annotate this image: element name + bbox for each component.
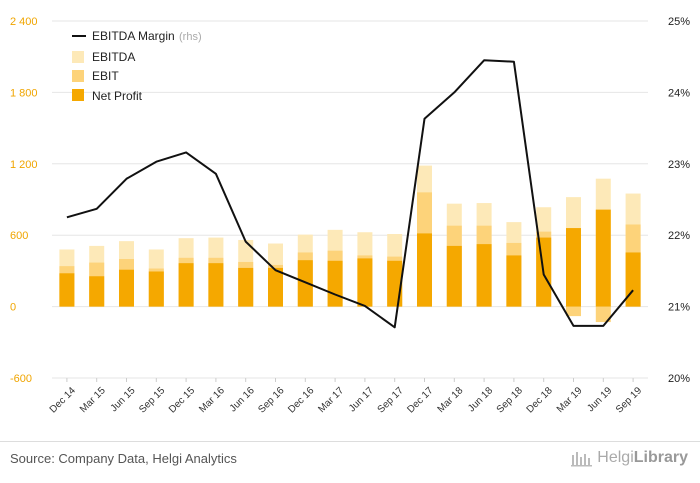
y-axis-right: 20% 21% 22% 23% 24% 25% bbox=[668, 16, 690, 385]
legend-label-ebitda-margin: EBITDA Margin bbox=[92, 29, 175, 43]
bar-net-profit bbox=[446, 245, 462, 307]
y-axis-left: -600 0 600 1 200 1 800 2 400 bbox=[10, 16, 38, 385]
y-right-tick-label: 21% bbox=[668, 302, 690, 314]
y-left-tick-label: 0 bbox=[10, 302, 16, 314]
y-left-tick-label: -600 bbox=[10, 373, 32, 385]
source-note: Source: Company Data, Helgi Analytics bbox=[10, 451, 237, 466]
legend: EBITDA Margin (rhs) EBITDA EBIT Net Prof… bbox=[72, 29, 202, 103]
bar-net-profit bbox=[327, 260, 343, 307]
x-tick-label: Jun 18 bbox=[466, 385, 495, 414]
legend-label-ebitda: EBITDA bbox=[92, 50, 135, 64]
bar-net-profit bbox=[566, 228, 581, 307]
x-tick-label: Sep 18 bbox=[495, 385, 525, 415]
bars bbox=[59, 165, 641, 323]
footer-divider bbox=[0, 441, 700, 442]
logo-text-light: Helgi bbox=[597, 449, 634, 466]
bar-net-profit bbox=[208, 263, 224, 307]
x-tick-label: Dec 18 bbox=[525, 385, 555, 415]
legend-label-rhs: (rhs) bbox=[179, 31, 202, 43]
x-tick-label: Jun 19 bbox=[585, 385, 614, 414]
y-right-tick-label: 22% bbox=[668, 230, 690, 242]
x-tick-label: Mar 19 bbox=[555, 385, 585, 415]
x-tick-label: Jun 15 bbox=[109, 385, 138, 414]
margin-line bbox=[66, 59, 634, 329]
x-tick-label: Mar 18 bbox=[436, 385, 466, 415]
helgi-library-logo: Helgi Library bbox=[571, 449, 688, 467]
bar-net-profit bbox=[476, 244, 492, 307]
bar-net-profit bbox=[238, 267, 254, 307]
library-icon bbox=[571, 452, 593, 467]
bar-net-profit bbox=[148, 271, 164, 307]
x-tick-label: Sep 16 bbox=[256, 385, 286, 415]
bar-net-profit bbox=[178, 263, 194, 307]
bar-net-profit bbox=[506, 255, 522, 307]
y-right-tick-label: 23% bbox=[668, 159, 690, 171]
bar-ebit bbox=[595, 306, 611, 323]
y-left-tick-label: 2 400 bbox=[10, 16, 38, 28]
x-tick-label: Sep 15 bbox=[137, 385, 167, 415]
bar-net-profit bbox=[297, 260, 313, 307]
x-tick-label: Dec 14 bbox=[48, 385, 78, 415]
bar-net-profit bbox=[119, 269, 134, 307]
bar-net-profit bbox=[595, 209, 611, 307]
x-tick-label: Jun 16 bbox=[228, 385, 257, 414]
x-tick-label: Sep 19 bbox=[614, 385, 644, 415]
bar-net-profit bbox=[89, 276, 105, 307]
bar-net-profit bbox=[417, 233, 432, 307]
bar-net-profit bbox=[59, 273, 75, 307]
y-right-tick-label: 24% bbox=[668, 87, 690, 99]
x-tick-label: Mar 16 bbox=[197, 385, 227, 415]
x-tick-label: Dec 16 bbox=[286, 385, 316, 415]
legend-swatch-net-profit bbox=[72, 89, 84, 101]
bar-net-profit bbox=[625, 252, 641, 307]
bar-net-profit bbox=[357, 258, 373, 307]
legend-swatch-ebitda bbox=[72, 51, 84, 63]
x-tick-label: Dec 15 bbox=[167, 385, 197, 415]
bar-net-profit bbox=[268, 267, 283, 307]
y-left-tick-label: 1 200 bbox=[10, 159, 38, 171]
y-left-tick-label: 600 bbox=[10, 230, 28, 242]
y-left-tick-label: 1 800 bbox=[10, 87, 38, 99]
x-tick-label: Sep 17 bbox=[376, 385, 406, 415]
x-tick-label: Mar 17 bbox=[316, 385, 346, 415]
y-right-tick-label: 25% bbox=[668, 16, 690, 28]
x-tick-label: Jun 17 bbox=[347, 385, 376, 414]
legend-label-net-profit: Net Profit bbox=[92, 89, 143, 103]
x-tick-label: Dec 17 bbox=[405, 385, 435, 415]
line-ebitda-margin bbox=[66, 59, 634, 329]
bar-ebit bbox=[566, 306, 581, 317]
legend-label-ebit: EBIT bbox=[92, 69, 119, 83]
gridlines bbox=[52, 20, 648, 379]
legend-swatch-ebit bbox=[72, 70, 84, 82]
x-axis: Dec 14 Mar 15 Jun 15 Sep 15 Dec 15 Mar 16 Jun … bbox=[48, 378, 644, 415]
x-tick-label: Mar 15 bbox=[78, 385, 108, 415]
y-right-tick-label: 20% bbox=[668, 373, 690, 385]
logo-text-bold: Library bbox=[633, 449, 688, 466]
